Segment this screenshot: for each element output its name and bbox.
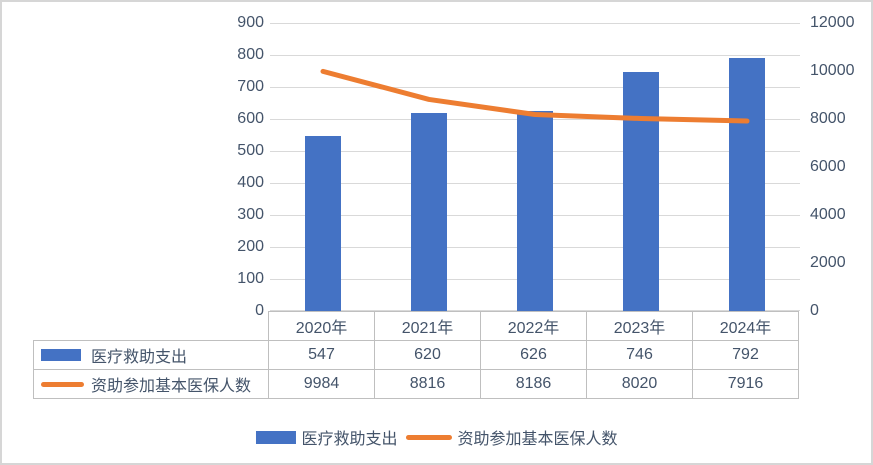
bar-2024年	[729, 57, 765, 311]
legend-label-line-series: 资助参加基本医保人数	[457, 431, 618, 448]
right-axis-tick-8000: 8000	[810, 110, 846, 127]
table-value-医疗救助支出-2024年: 792	[692, 340, 799, 370]
left-axis-tick-300: 300	[237, 206, 264, 223]
table-value-医疗救助支出-2022年: 626	[480, 340, 587, 370]
left-axis-tick-700: 700	[237, 78, 264, 95]
table-value-资助参加基本医保人数-2020年: 9984	[268, 369, 375, 399]
table-line-swatch-icon	[41, 381, 84, 387]
left-axis-tick-900: 900	[237, 14, 264, 31]
right-axis-tick-4000: 4000	[810, 206, 846, 223]
bar-2022年	[517, 110, 553, 311]
table-header-2022年: 2022年	[480, 311, 587, 341]
legend-line-swatch-icon	[405, 434, 452, 440]
table-value-医疗救助支出-2023年: 746	[586, 340, 693, 370]
table-series-label-医疗救助支出: 医疗救助支出	[33, 340, 269, 370]
table-header-2023年: 2023年	[586, 311, 693, 341]
chart-legend: 医疗救助支出 资助参加基本医保人数	[255, 425, 618, 449]
table-header-2020年: 2020年	[268, 311, 375, 341]
left-axis-tick-100: 100	[237, 270, 264, 287]
table-value-资助参加基本医保人数-2022年: 8186	[480, 369, 587, 399]
table-bar-swatch-icon	[41, 349, 81, 361]
table-value-资助参加基本医保人数-2024年: 7916	[692, 369, 799, 399]
series-name: 资助参加基本医保人数	[91, 378, 252, 395]
bar-2021年	[411, 112, 447, 311]
chart-data-table: 2020年 2021年 2022年 2023年 2024年医疗救助支出 547 620 626…	[33, 311, 799, 399]
legend-label-bar-series: 医疗救助支出	[301, 431, 398, 448]
gridline-800	[270, 55, 800, 56]
table-value-医疗救助支出-2021年: 620	[374, 340, 481, 370]
table-header-2021年: 2021年	[374, 311, 481, 341]
left-axis-tick-400: 400	[237, 174, 264, 191]
left-axis-tick-600: 600	[237, 110, 264, 127]
series-name: 医疗救助支出	[91, 349, 188, 366]
table-value-医疗救助支出-2020年: 547	[268, 340, 375, 370]
plot-area	[270, 23, 800, 311]
gridline-700	[270, 87, 800, 88]
legend-bar-swatch-icon	[255, 430, 296, 444]
right-axis-tick-6000: 6000	[810, 158, 846, 175]
bar-2020年	[305, 135, 341, 311]
bar-2023年	[623, 72, 659, 311]
right-axis-tick-10000: 10000	[810, 62, 855, 79]
table-value-资助参加基本医保人数-2021年: 8816	[374, 369, 481, 399]
table-corner-empty	[34, 312, 269, 341]
table-value-资助参加基本医保人数-2023年: 8020	[586, 369, 693, 399]
gridline-900	[270, 23, 800, 24]
left-axis-tick-800: 800	[237, 46, 264, 63]
left-axis-tick-500: 500	[237, 142, 264, 159]
table-series-label-资助参加基本医保人数: 资助参加基本医保人数	[33, 369, 269, 399]
right-axis-tick-12000: 12000	[810, 14, 855, 31]
right-axis-tick-0: 0	[810, 302, 819, 319]
data-table: 2020年 2021年 2022年 2023年 2024年医疗救助支出 547 620 626…	[33, 311, 799, 399]
left-axis-tick-200: 200	[237, 238, 264, 255]
left-axis-tick-0: 0	[255, 302, 264, 319]
line-series-资助参加基本医保人数	[320, 68, 750, 124]
right-axis-tick-2000: 2000	[810, 254, 846, 271]
table-header-2024年: 2024年	[692, 311, 799, 341]
